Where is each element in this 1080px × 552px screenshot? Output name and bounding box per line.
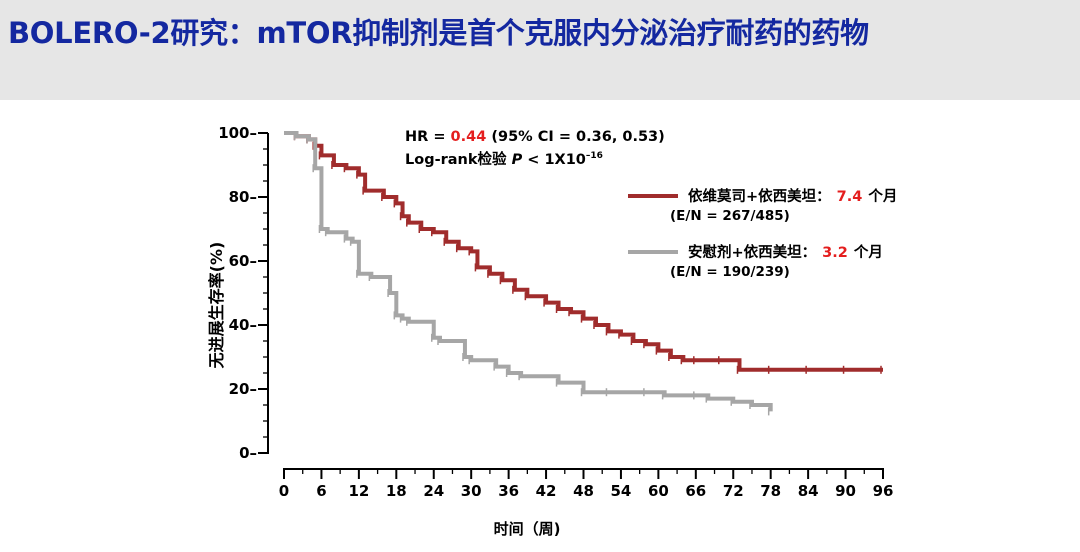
- chart-tick-labels: 0– 20– 40– 60– 80– 100– 0 6 12 18 24 30 36 42 48 54 60 66…: [218, 124, 893, 500]
- x-tick-label: 0: [279, 482, 289, 500]
- x-tick-label: 18: [386, 482, 407, 500]
- title-banner: [0, 0, 1080, 100]
- y-tick-label: 20–: [229, 380, 257, 398]
- chart-curves: [284, 131, 883, 416]
- x-tick-label: 72: [723, 482, 744, 500]
- legend-label-placebo: 安慰剂+依西美坦： 3.2 个月: [688, 243, 883, 261]
- km-curve-placebo: [284, 131, 773, 412]
- x-tick-label: 90: [835, 482, 856, 500]
- x-tick-label: 60: [648, 482, 669, 500]
- slide-title: BOLERO-2研究：mTOR抑制剂是首个克服内分泌治疗耐药的药物: [8, 16, 869, 50]
- y-tick-label: 60–: [229, 252, 257, 270]
- legend-en-placebo: (E/N = 190/239): [670, 264, 790, 280]
- x-tick-label: 42: [536, 482, 557, 500]
- x-tick-label: 66: [685, 482, 706, 500]
- legend-en-everolimus: (E/N = 267/485): [670, 208, 790, 224]
- x-tick-label: 96: [873, 482, 894, 500]
- x-tick-label: 30: [461, 482, 482, 500]
- hr-annotation: HR = 0.44 (95% CI = 0.36, 0.53): [405, 129, 665, 145]
- km-curve-everolimus: [284, 131, 883, 372]
- x-tick-label: 54: [611, 482, 632, 500]
- logrank-annotation: Log-rank检验 P < 1X10–16: [405, 150, 603, 168]
- x-tick-label: 6: [316, 482, 326, 500]
- y-tick-label: 100–: [218, 124, 257, 142]
- y-tick-label: 80–: [229, 188, 257, 206]
- x-tick-label: 48: [573, 482, 594, 500]
- chart-axes: [258, 132, 884, 479]
- chart-legend: 依维莫司+依西美坦： 7.4 个月 (E/N = 267/485) 安慰剂+依西美坦…: [628, 187, 897, 280]
- y-tick-label: 0–: [239, 444, 257, 462]
- x-tick-label: 78: [760, 482, 781, 500]
- y-axis-title: 无进展生存率(%): [207, 242, 226, 370]
- x-tick-label: 36: [498, 482, 519, 500]
- legend-label-everolimus: 依维莫司+依西美坦： 7.4 个月: [688, 187, 897, 205]
- x-tick-label: 12: [348, 482, 369, 500]
- x-tick-label: 24: [423, 482, 444, 500]
- y-tick-label: 40–: [229, 316, 257, 334]
- x-tick-label: 84: [798, 482, 819, 500]
- x-axis-title: 时间（周): [494, 520, 561, 538]
